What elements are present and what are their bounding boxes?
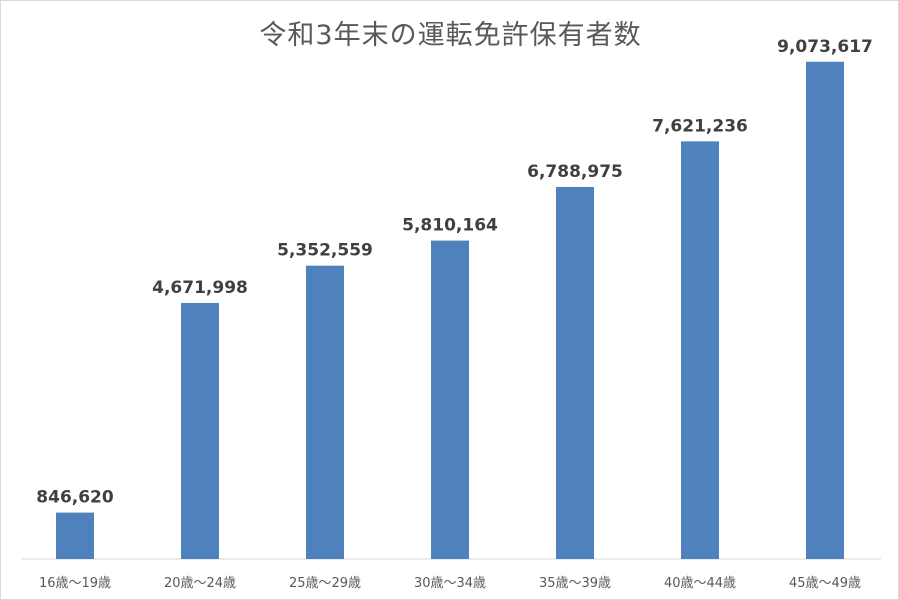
data-label-5: 7,621,236 bbox=[652, 116, 748, 136]
data-label-4: 6,788,975 bbox=[527, 162, 623, 182]
data-label-3: 5,810,164 bbox=[402, 216, 498, 236]
bar-4 bbox=[556, 186, 594, 559]
chart-title: 令和3年末の運転免許保有者数 bbox=[259, 20, 642, 51]
x-tick-label-2: 25歳～29歳 bbox=[289, 576, 361, 591]
bars-group bbox=[56, 61, 844, 560]
x-tick-label-4: 35歳～39歳 bbox=[539, 576, 611, 591]
data-label-2: 5,352,559 bbox=[277, 241, 373, 261]
bar-0 bbox=[56, 512, 94, 559]
x-tick-label-5: 40歳～44歳 bbox=[664, 576, 736, 591]
x-tick-label-0: 16歳～19歳 bbox=[39, 576, 111, 591]
tick-labels-group: 16歳～19歳 20歳～24歳 25歳～29歳 30歳～34歳 35歳～39歳 40歳～4… bbox=[39, 576, 861, 591]
bar-3 bbox=[431, 240, 469, 559]
bar-6 bbox=[806, 61, 844, 560]
bar-1 bbox=[181, 302, 219, 559]
bar-5 bbox=[681, 141, 719, 559]
data-labels-group: 846,620 4,671,998 5,352,559 5,810,164 6,788,… bbox=[36, 37, 873, 508]
bar-2 bbox=[306, 265, 344, 559]
data-label-6: 9,073,617 bbox=[777, 37, 873, 57]
data-label-0: 846,620 bbox=[36, 488, 114, 508]
x-tick-label-3: 30歳～34歳 bbox=[414, 576, 486, 591]
x-tick-label-1: 20歳～24歳 bbox=[164, 576, 236, 591]
x-tick-label-6: 45歳～49歳 bbox=[789, 576, 861, 591]
data-label-1: 4,671,998 bbox=[152, 278, 248, 298]
